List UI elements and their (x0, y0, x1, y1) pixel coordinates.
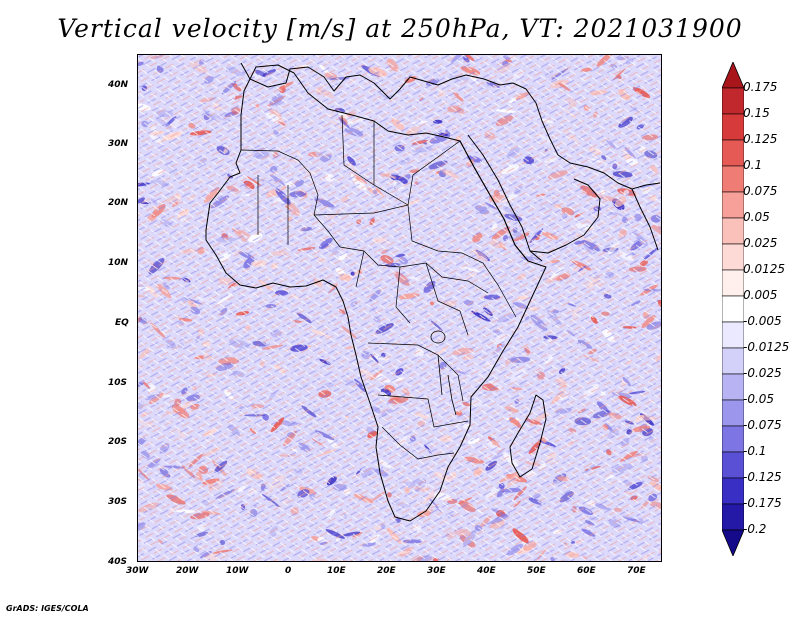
lat-label-20S: 20S (108, 437, 128, 447)
lon-label-0: 0 (285, 566, 292, 576)
colorbar-bin (722, 321, 744, 349)
lakes (430, 330, 457, 416)
colorbar-bin (722, 503, 744, 531)
colorbar-bin (722, 113, 744, 141)
colorbar-bin (722, 217, 744, 245)
colorbar-bin (722, 477, 744, 505)
colorbar-label: 0.075 (743, 184, 778, 198)
lon-label-50E: 50E (527, 566, 546, 576)
map-plot-area (137, 54, 662, 562)
colorbar-bin (722, 165, 744, 193)
lon-label-60E: 60E (577, 566, 596, 576)
lon-label-10E: 10E (327, 566, 346, 576)
lon-label-30W: 30W (126, 566, 149, 576)
colorbar-label: 0.1 (743, 158, 763, 172)
colorbar-bin (722, 87, 744, 115)
colorbar-bin (722, 269, 744, 297)
colorbar-cap-top (722, 62, 744, 89)
colorbar-label: -0.005 (743, 314, 782, 328)
colorbar-label: -0.05 (743, 392, 775, 406)
lat-label-40N: 40N (108, 80, 129, 90)
colorbar-bin (722, 295, 744, 323)
country-borders (240, 114, 517, 460)
grads-credit: GrADS: IGES/COLA (6, 604, 89, 613)
colorbar-bin (722, 243, 744, 271)
lat-label-20N: 20N (108, 198, 129, 208)
lon-label-20E: 20E (377, 566, 396, 576)
lat-label-40S: 40S (108, 557, 128, 567)
colorbar-bin (722, 373, 744, 401)
colorbar-label: -0.1 (743, 444, 767, 458)
colorbar-label: 0.125 (743, 132, 778, 146)
chart-title: Vertical velocity [m/s] at 250hPa, VT: 2… (57, 14, 743, 43)
colorbar-label: -0.0125 (743, 340, 790, 354)
lat-label-30N: 30N (108, 139, 129, 149)
colorbar-label: -0.125 (743, 470, 782, 484)
colorbar-label: -0.075 (743, 418, 782, 432)
lon-label-70E: 70E (627, 566, 646, 576)
lat-label-eq: EQ (115, 318, 129, 328)
vertical-velocity-field (138, 55, 661, 561)
lat-label-10S: 10S (108, 378, 128, 388)
lon-label-30E: 30E (427, 566, 446, 576)
colorbar-label: 0.025 (743, 236, 778, 250)
coastlines (205, 62, 661, 522)
colorbar-bin (722, 347, 744, 375)
colorbar-cap-bottom (722, 529, 744, 556)
lon-label-10W: 10W (226, 566, 249, 576)
colorbar-label: 0.0125 (743, 262, 785, 276)
colorbar-bin (722, 139, 744, 167)
colorbar-label: -0.2 (743, 522, 767, 536)
colorbar (722, 62, 744, 556)
colorbar-label: -0.175 (743, 496, 782, 510)
colorbar-label: -0.025 (743, 366, 782, 380)
colorbar-bin (722, 191, 744, 219)
colorbar-label: 0.15 (743, 106, 770, 120)
lat-label-30S: 30S (108, 497, 128, 507)
colorbar-bin (722, 451, 744, 479)
lat-label-10N: 10N (108, 258, 129, 268)
colorbar-label: 0.005 (743, 288, 778, 302)
lon-label-20W: 20W (176, 566, 199, 576)
colorbar-bin (722, 399, 744, 427)
lon-label-40E: 40E (477, 566, 496, 576)
colorbar-label: 0.175 (743, 80, 778, 94)
colorbar-bin (722, 425, 744, 453)
colorbar-label: 0.05 (743, 210, 770, 224)
